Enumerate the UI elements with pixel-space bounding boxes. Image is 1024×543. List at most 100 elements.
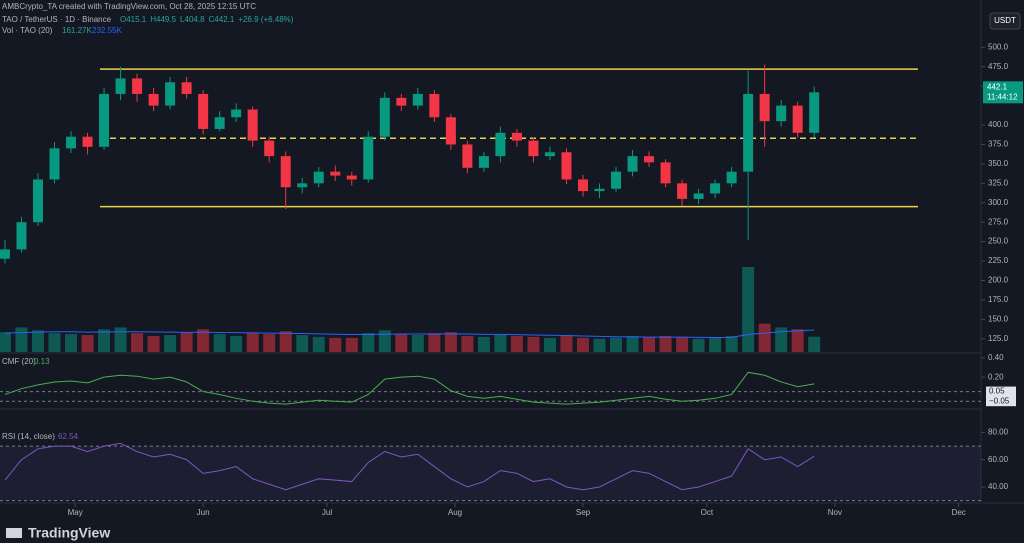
candle-body bbox=[445, 117, 456, 145]
candle-body bbox=[577, 179, 588, 192]
x-tick-label: Sep bbox=[576, 508, 591, 517]
candle-body bbox=[594, 188, 605, 192]
volume-bar bbox=[296, 335, 309, 352]
candle-body bbox=[693, 193, 704, 199]
countdown-label: 11:44:12 bbox=[987, 92, 1018, 101]
cmf-level-box bbox=[986, 386, 1016, 397]
volume-bar bbox=[576, 337, 589, 352]
candle-body bbox=[412, 93, 423, 106]
y-tick-label: 0.05 bbox=[989, 387, 1005, 396]
credit: AMBCrypto_TA created with TradingView.co… bbox=[2, 2, 256, 11]
candle-body bbox=[346, 175, 357, 180]
volume-bar bbox=[643, 336, 656, 352]
volume-bar bbox=[461, 335, 474, 352]
y-tick-label: 0.40 bbox=[988, 353, 1004, 362]
volume-bar bbox=[164, 335, 177, 352]
y-tick-label: 300.0 bbox=[988, 198, 1009, 207]
currency-button[interactable] bbox=[989, 12, 1021, 30]
y-tick-label: 225.0 bbox=[988, 256, 1009, 265]
volume-bar bbox=[147, 335, 160, 352]
volume-bar bbox=[362, 333, 375, 352]
volume-bar bbox=[626, 335, 639, 352]
ohlc-value: L404.8 bbox=[180, 15, 205, 24]
candle-body bbox=[429, 93, 440, 118]
volume-bar bbox=[312, 336, 325, 352]
candle-body bbox=[115, 78, 126, 94]
rsi-band bbox=[0, 446, 981, 501]
volume-bar bbox=[263, 334, 276, 352]
volume-bar bbox=[411, 335, 424, 352]
last-price-box bbox=[983, 81, 1023, 104]
volume-bar bbox=[65, 334, 78, 352]
cmf-value: 0.13 bbox=[34, 357, 50, 366]
volume-bar bbox=[791, 329, 804, 352]
candle-body bbox=[99, 93, 110, 147]
volume-bar bbox=[81, 335, 94, 352]
y-tick-label: 0.20 bbox=[988, 372, 1004, 381]
volume-bar bbox=[808, 336, 821, 352]
candle-body bbox=[743, 93, 754, 172]
ohlc-value: +26.9 (+6.48%) bbox=[238, 15, 293, 24]
volume-bar bbox=[213, 334, 226, 352]
candle-body bbox=[495, 132, 506, 157]
brand: TradingView bbox=[28, 525, 110, 541]
volume-bar bbox=[0, 332, 11, 352]
volume-bar bbox=[676, 336, 689, 352]
y-tick-label: 150.0 bbox=[988, 314, 1009, 323]
candle-body bbox=[16, 222, 27, 250]
x-tick-label: Aug bbox=[448, 508, 462, 517]
candle-body bbox=[66, 136, 77, 149]
y-tick-label: 350.0 bbox=[988, 159, 1009, 168]
volume-bar bbox=[31, 330, 44, 352]
candle-body bbox=[511, 132, 522, 141]
y-tick-label: 125.0 bbox=[988, 334, 1009, 343]
x-tick-label: Nov bbox=[828, 508, 842, 517]
y-tick-label: 60.00 bbox=[988, 455, 1009, 464]
y-tick-label: 325.0 bbox=[988, 178, 1009, 187]
candle-body bbox=[330, 171, 341, 176]
ohlc-value: O415.1 bbox=[120, 15, 147, 24]
candle-body bbox=[644, 156, 655, 163]
volume-bar bbox=[180, 332, 193, 352]
cmf-title: CMF (20) bbox=[2, 357, 36, 366]
candle-body bbox=[0, 249, 10, 259]
candle-body bbox=[478, 156, 489, 168]
volume-bar bbox=[329, 337, 342, 352]
candle-body bbox=[214, 117, 225, 129]
volume-bar bbox=[197, 329, 210, 352]
volume-ma-value: 232.55K bbox=[92, 26, 122, 35]
candle-body bbox=[396, 97, 407, 106]
cmf-level-box bbox=[986, 396, 1016, 407]
cmf-line bbox=[4, 371, 815, 405]
candle-body bbox=[264, 140, 275, 157]
candle-body bbox=[49, 148, 60, 180]
volume-bar bbox=[114, 327, 127, 352]
volume-bar bbox=[775, 327, 788, 352]
volume-ma-line bbox=[4, 329, 815, 338]
candle-body bbox=[198, 93, 209, 129]
volume-bar bbox=[692, 338, 705, 352]
candle-body bbox=[379, 97, 390, 137]
y-tick-label: 250.0 bbox=[988, 237, 1009, 246]
candle-body bbox=[148, 93, 159, 106]
candle-body bbox=[660, 162, 671, 184]
candle-body bbox=[809, 92, 820, 133]
currency[interactable]: USDT bbox=[994, 16, 1016, 25]
candle-body bbox=[313, 171, 324, 184]
last-price-label: 442.1 bbox=[987, 82, 1008, 91]
volume-bar bbox=[742, 267, 755, 352]
volume-bar bbox=[15, 327, 28, 352]
candle-body bbox=[759, 93, 770, 122]
volume-value: 161.27K bbox=[62, 26, 92, 35]
candle-body bbox=[165, 82, 176, 106]
y-tick-label: 375.0 bbox=[988, 140, 1009, 149]
volume-bar bbox=[48, 333, 61, 352]
candle-body bbox=[677, 183, 688, 199]
y-tick-label: −0.05 bbox=[989, 396, 1010, 405]
volume-bar bbox=[345, 337, 358, 352]
candle-body bbox=[528, 140, 539, 157]
y-tick-label: 175.0 bbox=[988, 295, 1009, 304]
y-tick-label: 40.00 bbox=[988, 482, 1009, 491]
volume-bar bbox=[758, 323, 771, 352]
